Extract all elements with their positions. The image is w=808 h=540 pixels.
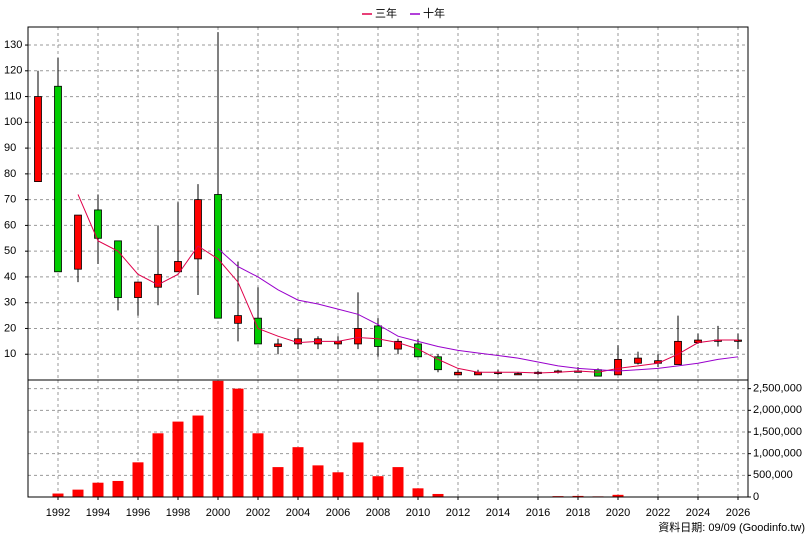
candle-body [174, 261, 182, 273]
volume-bar [612, 494, 624, 497]
y-tick-label: 120 [4, 65, 22, 77]
volume-bar [212, 380, 224, 497]
x-tick-label: 2026 [726, 507, 750, 519]
x-tick-label: 1992 [46, 507, 70, 519]
candle-body [214, 194, 222, 319]
x-tick-label: 2016 [526, 507, 550, 519]
volume-bar [152, 433, 164, 497]
y-tick-label: 1,000,000 [753, 448, 802, 460]
legend-label: 三年 [375, 6, 397, 20]
candle-body [94, 209, 102, 239]
x-tick-label: 2008 [366, 507, 390, 519]
candle-body [434, 356, 442, 371]
y-tick-label: 50 [4, 245, 16, 257]
y-tick-label: 500,000 [753, 469, 793, 481]
ma-line [77, 194, 738, 374]
x-tick-label: 2000 [206, 507, 230, 519]
x-tick-label: 2002 [246, 507, 270, 519]
x-tick-label: 2024 [686, 507, 710, 519]
x-tick-label: 2014 [486, 507, 510, 519]
x-tick-label: 2012 [446, 507, 470, 519]
volume-bar [92, 482, 104, 497]
volume-bar [412, 488, 424, 497]
volume-bar [572, 495, 584, 497]
x-tick-label: 1994 [86, 507, 110, 519]
candle-body [234, 315, 242, 324]
y-tick-label: 30 [4, 297, 16, 309]
candle-body [594, 369, 602, 377]
y-tick-label: 2,500,000 [753, 383, 802, 395]
y-tick-label: 10 [4, 348, 16, 360]
y-tick-label: 40 [4, 271, 16, 283]
volume-bar [252, 433, 264, 497]
candle-body [454, 371, 462, 376]
candle-body [34, 96, 42, 182]
volume-bar [112, 480, 124, 497]
candle-body [354, 328, 362, 345]
volume-bar [312, 465, 324, 497]
x-tick-label: 1998 [166, 507, 190, 519]
y-tick-label: 20 [4, 322, 16, 334]
candle-body [134, 281, 142, 298]
volume-bar [292, 447, 304, 497]
footer: 資料日期: 09/09 (Goodinfo.tw) [658, 520, 805, 534]
candle-body [74, 214, 82, 270]
x-tick-label: 2022 [646, 507, 670, 519]
candle-body [514, 373, 522, 376]
y-tick-label: 130 [4, 39, 22, 51]
legend-label: 十年 [423, 6, 445, 20]
ma-line [217, 248, 739, 372]
x-tick-label: 2010 [406, 507, 430, 519]
y-tick-label: 0 [753, 491, 759, 503]
y-tick-label: 60 [4, 219, 16, 231]
candle-body [634, 357, 642, 364]
x-tick-label: 1996 [126, 507, 150, 519]
volume-bar [192, 415, 204, 497]
candle-body [154, 273, 162, 288]
volume-bar [172, 421, 184, 497]
y-tick-label: 1,500,000 [753, 426, 802, 438]
volume-bar [392, 467, 404, 497]
volume-bar [132, 462, 144, 497]
volume-bar [372, 476, 384, 497]
x-tick-label: 2018 [566, 507, 590, 519]
plot-frame [27, 379, 749, 498]
volume-bar [72, 489, 84, 497]
x-tick-label: 2006 [326, 507, 350, 519]
volume-bar [52, 493, 64, 497]
volume-bar [232, 388, 244, 497]
candle-body [194, 199, 202, 260]
volume-bar [332, 472, 344, 497]
y-tick-label: 80 [4, 168, 16, 180]
candle-body [614, 358, 622, 376]
volume-bar [352, 442, 364, 497]
volume-bar [432, 493, 444, 497]
candle-body [674, 340, 682, 365]
y-tick-label: 110 [4, 90, 22, 102]
x-tick-label: 2004 [286, 507, 310, 519]
candle-body [374, 325, 382, 347]
y-tick-label: 90 [4, 142, 16, 154]
candle-body [114, 240, 122, 298]
candle-body [274, 343, 282, 347]
candle-body [54, 85, 62, 273]
candle-body [394, 340, 402, 350]
y-tick-label: 70 [4, 194, 16, 206]
candle-body [254, 317, 262, 345]
y-tick-label: 100 [4, 116, 22, 128]
x-tick-label: 2020 [606, 507, 630, 519]
y-tick-label: 2,000,000 [753, 404, 802, 416]
volume-bar [272, 467, 284, 497]
